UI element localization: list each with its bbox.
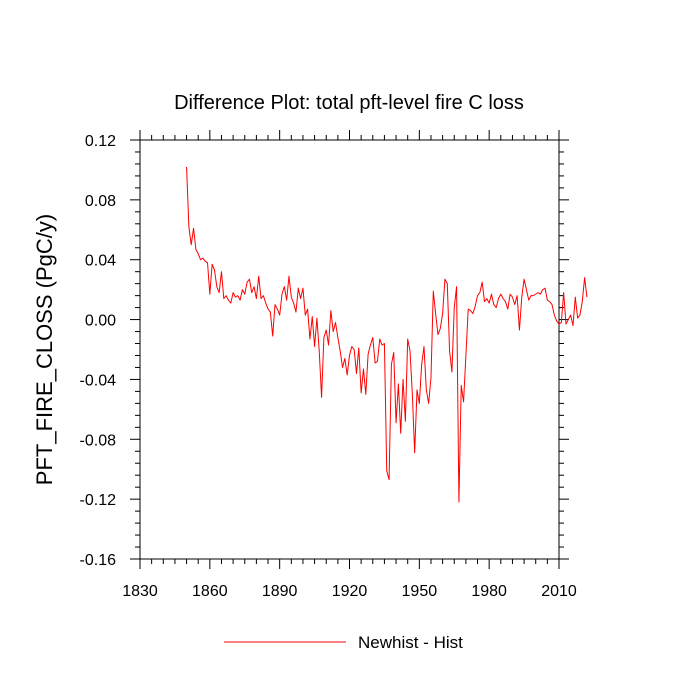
plot-area: 1830 1860 1890 1920 1950 1980 2010 0.12 0.08 0.04… xyxy=(80,130,588,600)
y-tick-label: -0.16 xyxy=(80,552,117,569)
chart-title: Difference Plot: total pft-level fire C … xyxy=(174,92,524,114)
series-line xyxy=(186,166,588,503)
y-axis-label: PFT_FIRE_CLOSS (PgC/y) xyxy=(32,214,57,485)
x-tick-label: 1950 xyxy=(402,583,438,600)
y-tick-label: -0.12 xyxy=(80,492,117,509)
x-tick-label: 1890 xyxy=(262,583,298,600)
y-tick-label: 0.00 xyxy=(85,313,116,330)
plot-frame xyxy=(139,139,560,560)
x-tick-label: 1980 xyxy=(471,583,507,600)
y-tick-label: 0.08 xyxy=(85,193,116,210)
y-tick-label: -0.04 xyxy=(80,372,117,389)
x-tick-label: 1920 xyxy=(332,583,368,600)
legend-label: Newhist - Hist xyxy=(358,633,463,652)
y-tick-label: 0.04 xyxy=(85,253,116,270)
y-tick-label: 0.12 xyxy=(85,133,116,150)
x-tick-label: 1830 xyxy=(122,583,158,600)
x-tick-label: 2010 xyxy=(541,583,577,600)
legend: Newhist - Hist xyxy=(224,633,463,652)
x-tick-label: 1860 xyxy=(192,583,228,600)
y-tick-label: -0.08 xyxy=(80,432,117,449)
